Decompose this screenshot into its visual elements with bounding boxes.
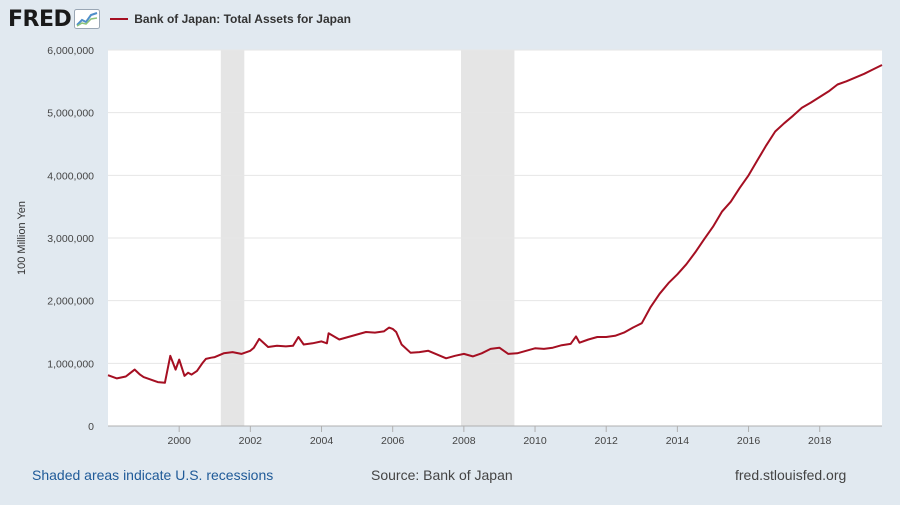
fred-chart-icon xyxy=(74,9,101,29)
y-tick-label: 2,000,000 xyxy=(47,296,94,308)
y-tick-label: 4,000,000 xyxy=(47,170,94,182)
x-tick-label: 2010 xyxy=(523,435,547,447)
legend-label: Bank of Japan: Total Assets for Japan xyxy=(134,12,351,26)
site-url[interactable]: fred.stlouisfed.org xyxy=(735,467,847,483)
chart-header: FRED Bank of Japan: Total Assets for Jap… xyxy=(8,6,351,32)
legend: Bank of Japan: Total Assets for Japan xyxy=(110,12,351,26)
x-tick-label: 2008 xyxy=(452,435,476,447)
x-tick-label: 2000 xyxy=(167,435,191,447)
y-axis-label: 100 Million Yen xyxy=(16,201,28,275)
x-tick-label: 2006 xyxy=(381,435,405,447)
y-tick-label: 1,000,000 xyxy=(47,358,94,370)
y-tick-label: 3,000,000 xyxy=(47,233,94,245)
x-tick-label: 2014 xyxy=(666,435,690,447)
x-tick-label: 2002 xyxy=(239,435,263,447)
x-tick-label: 2018 xyxy=(808,435,832,447)
recession-note-link[interactable]: Shaded areas indicate U.S. recessions xyxy=(32,467,274,483)
y-tick-label: 5,000,000 xyxy=(47,108,94,120)
x-tick-label: 2016 xyxy=(737,435,761,447)
fred-logo-text: FRED xyxy=(8,6,72,32)
source-text: Source: Bank of Japan xyxy=(371,467,513,483)
y-tick-label: 6,000,000 xyxy=(47,45,94,57)
legend-swatch xyxy=(110,18,129,20)
x-tick-label: 2012 xyxy=(595,435,619,447)
fred-logo[interactable]: FRED xyxy=(8,6,101,32)
y-tick-label: 0 xyxy=(88,421,94,433)
x-tick-label: 2004 xyxy=(310,435,334,447)
series-line xyxy=(107,64,883,384)
